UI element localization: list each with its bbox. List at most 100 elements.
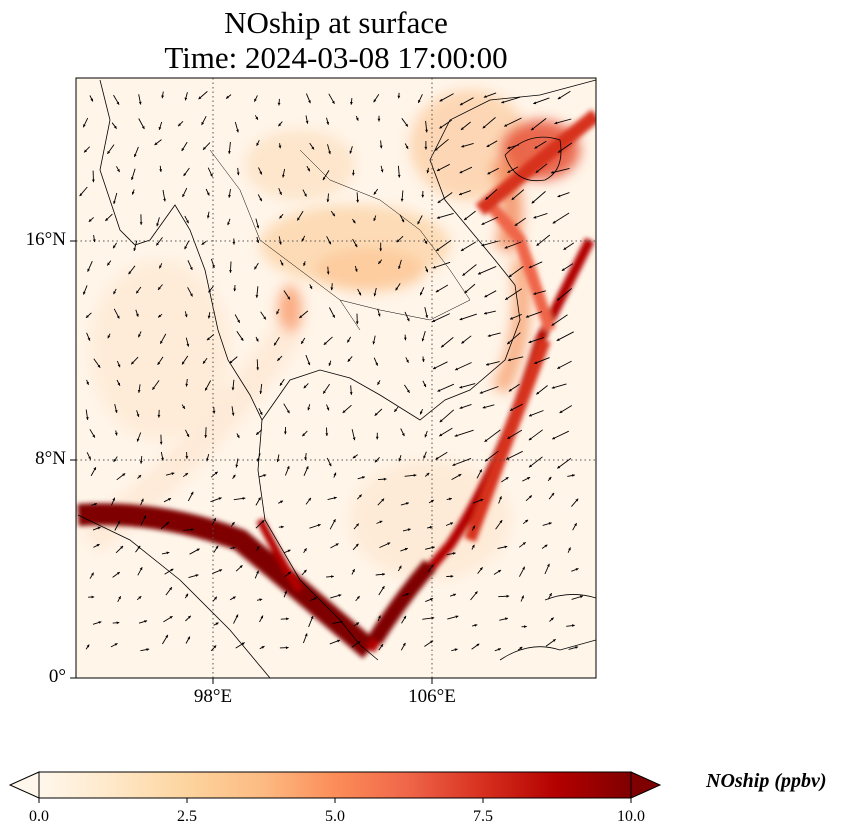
wind-arrow-head [450,522,454,525]
wind-arrow-head [375,436,379,440]
wind-arrow-head [171,472,175,476]
wind-arrow-head [557,366,561,369]
wind-arrow-head [156,223,159,227]
wind-arrow-head [420,411,423,415]
wind-arrow-head [322,177,326,181]
wind-arrow-head [313,597,317,601]
wind-arrow [454,429,474,437]
wind-arrow-head [284,590,287,594]
wind-arrow-head [166,522,169,525]
wind-arrow-head [107,335,111,339]
wind-arrow-head [91,179,95,183]
wind-arrow-head [406,593,409,596]
wind-arrow [484,429,501,443]
ship-track-plumes [77,109,596,659]
wind-arrow-head [421,359,425,362]
wind-arrow-head [114,643,118,646]
wind-arrow-head [263,474,267,477]
wind-arrow-head [205,387,208,391]
wind-arrow-head [482,405,486,409]
wind-arrow-head [377,313,381,317]
wind-arrow-head [508,274,512,277]
wind-arrow [439,93,454,102]
wind-arrow [435,239,452,252]
wind-arrow-head [331,575,334,578]
lat-label-8n: 8°N [35,448,66,469]
wind-arrow [525,311,543,318]
colorbar-gradient [39,772,631,798]
wind-arrow-head [484,294,488,298]
wind-arrow-head [326,199,330,203]
wind-arrow-head [508,388,512,392]
wind-arrow-head [131,361,134,365]
wind-arrow-head [185,473,188,476]
wind-arrow [530,118,547,131]
map-frame [75,77,597,679]
wind-arrow-head [571,474,575,477]
colorbar-tick-0: 0.0 [29,808,49,825]
wind-arrow-head [534,145,538,149]
wind-arrow-head [236,435,240,438]
wind-arrow [439,409,455,423]
wind-arrow-head [568,547,571,551]
wind-arrow-head [396,239,400,243]
wind-arrow-head [326,121,330,125]
wind-arrow-head [535,170,539,173]
wind-arrow [528,336,545,344]
wind-arrow-head [286,466,290,470]
wind-arrow-head [381,586,385,590]
wind-arrow-head [134,154,137,157]
wind-arrow [460,241,476,252]
wind-arrow-head [231,412,235,416]
wind-arrow-head [261,520,265,523]
wind-arrow-head [528,265,532,269]
wind-arrow-head [278,241,282,245]
wind-arrow-head [184,246,188,250]
wind-arrow-head [163,198,166,202]
wind-arrow-head [347,358,351,362]
wind-arrow-head [214,471,218,475]
wind-arrow-head [347,339,350,343]
wind-arrow-head [152,386,156,390]
wind-arrow-head [464,290,468,294]
wind-arrow-head [259,171,262,175]
wind-arrow-head [206,337,210,341]
wind-arrow-head [421,338,425,342]
wind-arrow-head [418,99,421,103]
wind-arrow-head [157,414,161,418]
wind-arrow-head [524,625,527,629]
wind-arrow-head [505,477,509,480]
wind-arrow-head [116,572,120,575]
wind-arrow-head [479,567,483,571]
wind-arrow-head [186,343,190,347]
wind-arrow-head [506,457,510,460]
wind-arrow-head [98,621,102,624]
wind-arrow-head [214,596,217,600]
wind-arrow-head [461,144,465,148]
wind-arrow-head [527,477,531,480]
wind-arrow-head [107,262,110,266]
wind-arrow-head [240,337,244,341]
wind-arrow-head [452,463,456,466]
wind-arrow-head [528,340,532,344]
wind-arrow-head [424,146,428,150]
wind-arrow-head [159,265,162,269]
wind-arrow [557,142,573,153]
wind-arrow-head [522,566,525,570]
wind-arrow-head [235,614,239,618]
wind-arrow [459,313,477,321]
wind-arrow-head [311,146,314,150]
wind-arrow-head [241,642,245,646]
wind-arrow-head [308,497,311,501]
wind-arrow-head [96,544,100,547]
wind-arrow-head [260,615,263,619]
wind-arrow-head [236,129,239,133]
wind-arrow-head [471,544,475,548]
map-time-subtitle: Time: 2024-03-08 17:00:00 [164,40,508,75]
wind-arrow-head [186,220,189,224]
wind-arrow-head [507,146,511,149]
wind-arrow-head [105,218,109,221]
wind-arrow-head [551,323,555,326]
wind-arrow-head [122,473,126,477]
wind-arrow-head [303,263,306,266]
